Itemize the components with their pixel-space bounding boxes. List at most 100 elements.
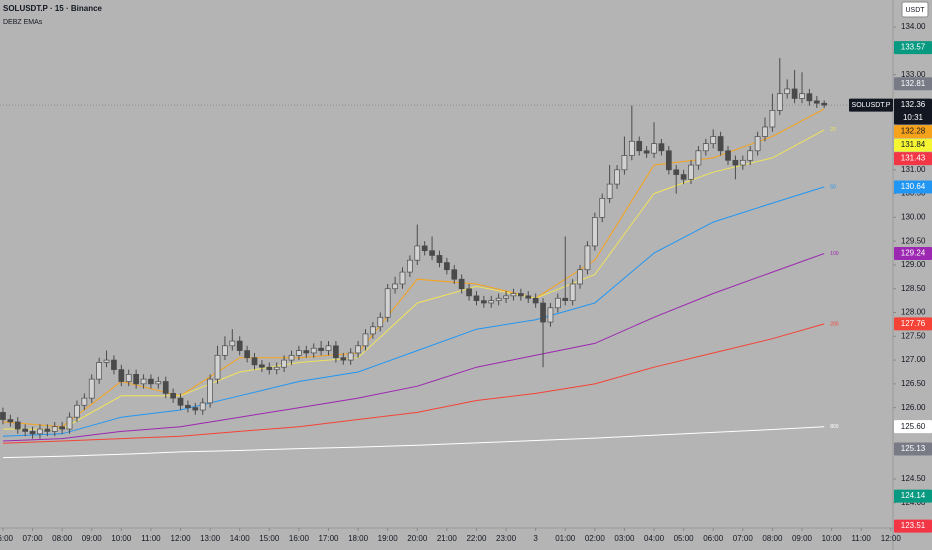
y-tick-label: 128.50 xyxy=(901,284,926,293)
x-tick-label: 19:00 xyxy=(378,534,399,543)
y-tick-label: 129.50 xyxy=(901,236,926,245)
candle-body xyxy=(162,381,169,394)
x-tick-label: 17:00 xyxy=(318,534,339,543)
candle-body xyxy=(199,402,206,411)
candle-body xyxy=(155,381,162,385)
x-tick-label: 07:00 xyxy=(733,534,754,543)
price-tag xyxy=(894,41,932,55)
price-tag-label: 131.43 xyxy=(901,154,926,163)
x-tick-label: 01:00 xyxy=(555,534,576,543)
price-tag-label: 132.36 xyxy=(901,100,926,109)
countdown: 10:31 xyxy=(903,113,924,122)
candle-body xyxy=(414,245,421,261)
ema-label: 20 xyxy=(830,127,836,133)
candle-body xyxy=(133,374,139,385)
candle-body xyxy=(177,397,184,406)
candle-body xyxy=(14,421,21,430)
candle-body xyxy=(362,333,369,347)
currency-box[interactable] xyxy=(901,1,929,18)
candle-body xyxy=(799,93,805,99)
candle-body xyxy=(628,140,635,156)
x-tick-label: 22:00 xyxy=(466,534,487,543)
candle-body xyxy=(288,354,295,361)
x-tick-label: 07:00 xyxy=(23,534,44,543)
price-tag-label: 133.57 xyxy=(901,43,926,52)
candle-body xyxy=(229,340,236,347)
candle-body xyxy=(458,278,465,290)
candle-body xyxy=(37,428,43,435)
candle-body xyxy=(495,297,502,301)
ema-line xyxy=(2,186,825,437)
y-tick-label: 129.00 xyxy=(901,260,926,269)
candle-body xyxy=(562,297,569,301)
ema-line xyxy=(2,253,825,442)
y-tick-label: 130.00 xyxy=(901,212,926,221)
x-tick-label: 23:00 xyxy=(496,534,517,543)
y-tick-label: 127.00 xyxy=(901,355,926,364)
candle-body xyxy=(673,169,680,175)
x-tick-label: 11:00 xyxy=(141,534,161,543)
price-tag-label: 125.60 xyxy=(901,422,926,431)
candle-body xyxy=(214,354,221,380)
x-tick-label: 08:00 xyxy=(762,534,783,543)
plot-area: 20 50 100 200 800 xyxy=(0,58,893,459)
candle-body xyxy=(436,255,443,263)
candle-body xyxy=(29,431,36,435)
candle-body xyxy=(473,295,480,301)
ema-label: 50 xyxy=(830,184,836,190)
candle-body xyxy=(739,159,746,166)
price-tag xyxy=(894,125,932,139)
candle-body xyxy=(577,269,583,285)
candle-body xyxy=(318,347,324,351)
x-tick-label: 05:00 xyxy=(674,534,695,543)
x-tick-label: 06:00 xyxy=(0,534,14,543)
candle-body xyxy=(259,364,265,368)
candle-body xyxy=(584,245,591,271)
price-tag-label: 132.81 xyxy=(901,79,926,88)
currency[interactable]: USDT xyxy=(905,7,925,14)
y-tick-label: 133.00 xyxy=(901,70,926,79)
candle-body xyxy=(813,100,820,104)
candle-body xyxy=(791,88,798,99)
candle-body xyxy=(784,88,791,95)
price-tag xyxy=(894,98,932,125)
candle-body xyxy=(325,345,332,351)
candle-body xyxy=(303,350,310,354)
x-tick-label: 09:00 xyxy=(792,534,813,543)
candle-body xyxy=(96,362,102,380)
candle-body xyxy=(591,217,598,247)
price-tag xyxy=(894,77,932,91)
candle-body xyxy=(66,416,73,430)
candle-body xyxy=(192,407,199,411)
candle-body xyxy=(762,126,768,137)
candle-body xyxy=(658,143,665,152)
ema-line xyxy=(2,108,825,428)
candle-body xyxy=(754,136,761,152)
candle-body xyxy=(702,143,709,152)
candle-body xyxy=(333,345,339,359)
candle-body xyxy=(481,300,487,304)
y-tick-label: 128.00 xyxy=(901,308,926,317)
candle-body xyxy=(296,350,302,356)
candle-body xyxy=(599,198,606,218)
ema-line xyxy=(2,426,825,459)
candle-body xyxy=(355,345,361,354)
x-tick-label: 16:00 xyxy=(289,534,310,543)
x-tick-label: 09:00 xyxy=(82,534,103,543)
candle-body xyxy=(399,271,406,285)
candle-body xyxy=(222,345,228,356)
candle-body xyxy=(710,136,717,145)
candle-body xyxy=(0,412,6,420)
candle-body xyxy=(806,93,813,102)
x-tick-label: 04:00 xyxy=(644,534,665,543)
candle-body xyxy=(732,159,739,166)
candle-body xyxy=(310,347,317,354)
price-tag xyxy=(894,317,932,331)
candle-body xyxy=(621,155,628,171)
symbol-tag xyxy=(849,98,893,112)
x-tick-label: 11:00 xyxy=(851,534,871,543)
candle-body xyxy=(547,307,554,323)
candle-body xyxy=(643,150,650,154)
price-tag-label: 125.13 xyxy=(901,444,926,453)
symbol-tag-label: SOLUSDT.P xyxy=(852,102,891,109)
